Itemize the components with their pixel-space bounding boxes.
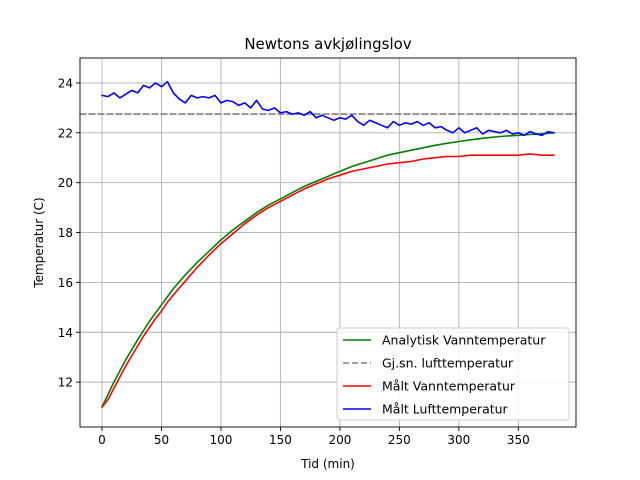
series-line-malt-vanntemperatur bbox=[101, 153, 555, 408]
plot-frame bbox=[79, 57, 577, 428]
series-line-malt-lufttemperatur bbox=[101, 80, 555, 137]
plot-series bbox=[79, 80, 577, 408]
x-axis-label: Tid (min) bbox=[300, 457, 355, 471]
x-tick-label: 100 bbox=[209, 433, 232, 447]
y-tick-label: 12 bbox=[58, 376, 73, 390]
x-tick-label: 150 bbox=[269, 433, 292, 447]
chart-title: Newtons avkjølingslov bbox=[244, 35, 411, 53]
legend-label: Analytisk Vanntemperatur bbox=[382, 333, 546, 348]
x-tick-label: 0 bbox=[98, 433, 106, 447]
y-tick-label: 18 bbox=[58, 226, 73, 240]
legend-label: Gj.sn. lufttemperatur bbox=[382, 356, 514, 371]
x-tick-label: 250 bbox=[388, 433, 411, 447]
axis-ticks: 0 50 100 150 200 250 300 350 12 14 16 18 20 22 24 bbox=[58, 76, 530, 447]
x-tick-label: 300 bbox=[447, 433, 470, 447]
x-tick-label: 50 bbox=[154, 433, 169, 447]
y-tick-label: 20 bbox=[58, 176, 73, 190]
legend: Analytisk Vanntemperatur Gj.sn. lufttempe… bbox=[336, 327, 570, 421]
series-line-analytisk-vanntemperatur bbox=[101, 132, 555, 408]
y-tick-label: 22 bbox=[58, 126, 73, 140]
legend-label: Målt Vanntemperatur bbox=[382, 379, 516, 394]
y-tick-label: 24 bbox=[58, 76, 73, 90]
y-tick-label: 16 bbox=[58, 276, 73, 290]
legend-box bbox=[336, 327, 570, 421]
x-tick-label: 350 bbox=[507, 433, 530, 447]
y-axis-label: Temperatur (C) bbox=[32, 197, 46, 288]
y-tick-label: 14 bbox=[58, 326, 73, 340]
x-tick-label: 200 bbox=[328, 433, 351, 447]
legend-label: Målt Lufttemperatur bbox=[382, 402, 509, 417]
